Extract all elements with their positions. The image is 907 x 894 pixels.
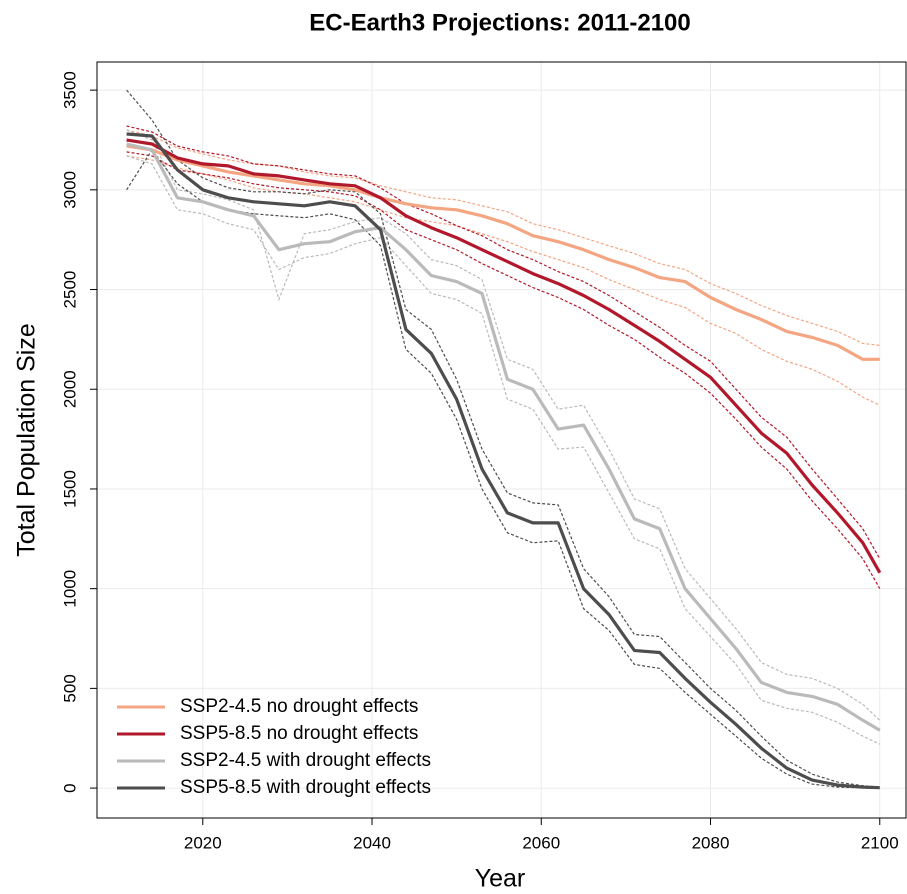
y-tick-label: 2500 (60, 271, 79, 309)
series-line (126, 132, 880, 790)
ensemble-line (126, 148, 880, 789)
ensemble-line (126, 125, 881, 560)
ensemble-line (126, 155, 881, 406)
x-tick-label: 2060 (522, 833, 560, 852)
x-tick-label: 2040 (353, 833, 391, 852)
series-line (126, 142, 881, 732)
x-axis-label: Year (475, 865, 526, 893)
plot-frame (96, 61, 907, 819)
y-axis-label: Total Population Size (13, 323, 41, 556)
y-tick-label: 1500 (60, 470, 79, 508)
y-tick-label: 3500 (60, 71, 79, 109)
series-line (126, 144, 880, 361)
y-tick-label: 1000 (60, 570, 79, 608)
legend-label: SSP2-4.5 with drought effects (180, 750, 431, 771)
chart-title: EC-Earth3 Projections: 2011-2100 (309, 9, 691, 36)
legend-label: SSP2-4.5 no drought effects (180, 696, 418, 717)
series-line (126, 138, 882, 574)
x-tick-label: 2100 (861, 833, 899, 852)
x-tick-label: 2080 (692, 833, 730, 852)
ensemble-line (126, 155, 881, 745)
ensemble-line (126, 129, 880, 346)
y-tick-label: 2000 (60, 370, 79, 408)
ensemble-line (126, 151, 881, 589)
x-tick-label: 2020 (184, 833, 222, 852)
ensemble-line (126, 89, 880, 788)
ensemble-line (126, 129, 881, 721)
y-tick-label: 3000 (60, 171, 79, 209)
y-tick-label: 0 (60, 783, 79, 792)
legend-label: SSP5-8.5 with drought effects (180, 777, 431, 798)
y-tick-label: 500 (60, 674, 79, 702)
legend-label: SSP5-8.5 no drought effects (180, 723, 418, 744)
